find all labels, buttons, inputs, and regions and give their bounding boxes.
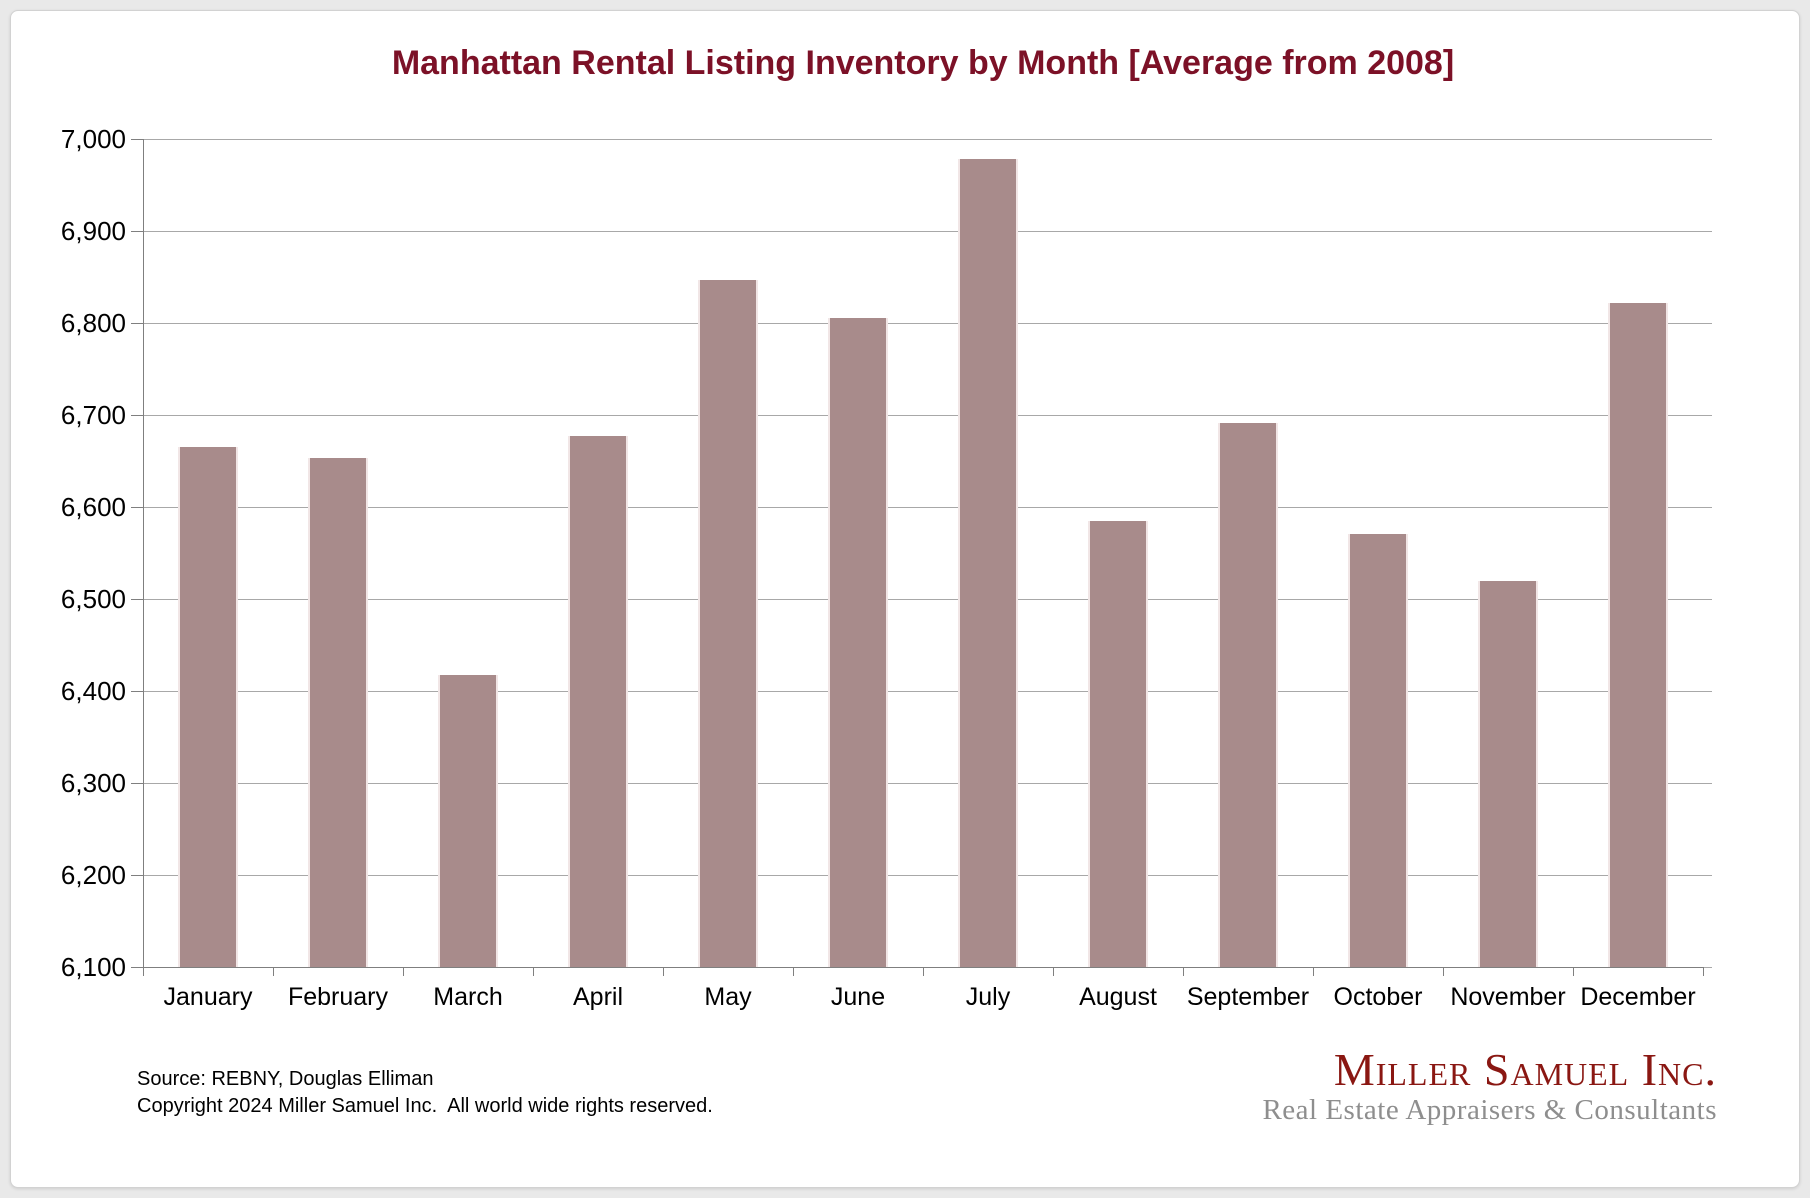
y-axis-tick: [131, 599, 143, 600]
bar-july: [958, 159, 1018, 967]
y-axis-tick-label: 6,900: [60, 216, 126, 246]
y-axis-tick: [131, 415, 143, 416]
y-axis-tick: [131, 783, 143, 784]
x-axis-tick: [143, 967, 144, 976]
gridline: [143, 875, 1712, 876]
x-axis-label-february: February: [287, 983, 389, 1011]
x-axis-tick: [663, 967, 664, 976]
y-axis-tick: [131, 691, 143, 692]
x-axis-label-september: September: [1186, 983, 1310, 1011]
bar-april: [568, 436, 628, 967]
x-axis-label-may: May: [704, 983, 752, 1011]
x-axis-label-july: July: [965, 983, 1011, 1011]
y-axis-tick-label: 7,000: [60, 124, 126, 154]
gridline: [143, 783, 1712, 784]
x-axis-label-march: March: [433, 983, 503, 1011]
x-axis-label-december: December: [1580, 983, 1696, 1011]
bar-june: [828, 318, 888, 967]
x-axis-tick: [793, 967, 794, 976]
bar-august: [1088, 520, 1148, 967]
x-axis-tick: [273, 967, 274, 976]
bar-february: [308, 458, 368, 967]
bar-january: [178, 447, 238, 967]
x-axis-label-january: January: [163, 983, 253, 1011]
y-axis-tick: [131, 231, 143, 232]
x-axis-label-october: October: [1333, 983, 1423, 1011]
x-axis-tick: [923, 967, 924, 976]
y-axis-tick-label: 6,500: [60, 584, 126, 614]
y-axis-tick: [131, 507, 143, 508]
logo-company-name: Miller Samuel Inc.: [1333, 1044, 1717, 1095]
y-axis-tick-label: 6,300: [60, 768, 126, 798]
x-axis-tick: [533, 967, 534, 976]
y-axis-tick-label: 6,100: [60, 952, 126, 982]
y-axis-tick: [131, 967, 143, 968]
x-axis-label-april: April: [572, 983, 623, 1011]
gridline: [143, 599, 1712, 600]
y-axis-tick: [131, 323, 143, 324]
x-axis-tick: [1443, 967, 1444, 976]
y-axis-line: [143, 139, 144, 967]
gridline: [143, 231, 1712, 232]
x-axis-label-november: November: [1450, 983, 1566, 1011]
bar-may: [698, 279, 758, 967]
logo-tagline: Real Estate Appraisers & Consultants: [1262, 1094, 1717, 1126]
gridline: [143, 507, 1712, 508]
bar-november: [1478, 580, 1538, 967]
x-axis-tick: [1183, 967, 1184, 976]
gridline: [143, 323, 1712, 324]
miller-samuel-logo: Miller Samuel Inc. Real Estate Appraiser…: [1262, 1044, 1717, 1127]
bar-december: [1608, 302, 1668, 967]
gridline: [143, 415, 1712, 416]
chart-title: Manhattan Rental Listing Inventory by Mo…: [391, 44, 1455, 82]
y-axis-tick-label: 6,400: [60, 676, 126, 706]
source-attribution: Source: REBNY, Douglas Elliman: [137, 1068, 434, 1090]
y-axis-tick-label: 6,200: [60, 860, 126, 890]
x-axis-tick: [1313, 967, 1314, 976]
gridline: [143, 139, 1712, 140]
bar-september: [1218, 423, 1278, 967]
y-axis-tick-label: 6,800: [60, 308, 126, 338]
x-axis-tick: [1573, 967, 1574, 976]
x-axis-tick: [403, 967, 404, 976]
gridline: [143, 691, 1712, 692]
x-axis-label-june: June: [830, 983, 886, 1011]
y-axis-tick: [131, 875, 143, 876]
x-axis-tick: [1703, 967, 1704, 976]
y-axis-tick-label: 6,600: [60, 492, 126, 522]
y-axis-tick: [131, 139, 143, 140]
x-axis-label-august: August: [1079, 983, 1157, 1011]
x-axis-tick: [1053, 967, 1054, 976]
bar-march: [438, 675, 498, 967]
bar-october: [1348, 533, 1408, 967]
copyright-notice: Copyright 2024 Miller Samuel Inc. All wo…: [137, 1095, 713, 1117]
y-axis-tick-label: 6,700: [60, 400, 126, 430]
